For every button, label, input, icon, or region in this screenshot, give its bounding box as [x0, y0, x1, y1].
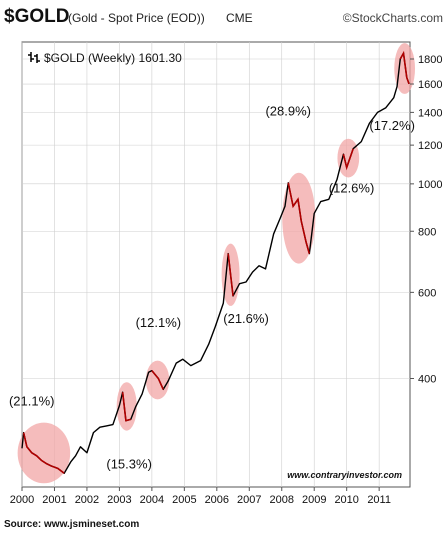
chart-symbol: $GOLD — [4, 6, 69, 27]
y-tick-label: 600 — [418, 287, 436, 299]
correction-highlight — [145, 360, 170, 400]
x-tick-label: 2006 — [205, 494, 229, 506]
correction-label: (12.1%) — [136, 315, 182, 330]
correction-label: (28.9%) — [265, 103, 311, 118]
y-tick-label: 1000 — [418, 179, 442, 191]
x-tick-label: 2001 — [42, 494, 66, 506]
legend-text: $GOLD (Weekly) 1601.30 — [44, 51, 182, 65]
source-note: Source: www.jsmineset.com — [4, 519, 139, 530]
y-tick-label: 1200 — [418, 140, 442, 152]
correction-segment — [151, 370, 164, 390]
correction-labels: (21.1%) (15.3%) (12.1%) (21.6%) (28.9%) (12.6… — [9, 103, 415, 471]
correction-highlight — [337, 138, 360, 178]
y-tick-label: 400 — [418, 373, 436, 385]
x-tick-label: 2003 — [107, 494, 131, 506]
x-tick-label: 2007 — [237, 494, 261, 506]
correction-label: (17.2%) — [369, 118, 415, 133]
grid — [21, 42, 410, 487]
y-tick-label: 800 — [418, 226, 436, 238]
x-axis-ticks: 2000 2001 2002 2003 2004 2005 2006 2007 2008 2009… — [10, 487, 391, 506]
y-axis-ticks: 400 600 800 1000 1200 1400 1600 1800 — [410, 54, 442, 385]
x-tick-label: 2011 — [367, 494, 391, 506]
correction-highlight — [394, 43, 416, 94]
correction-segment — [22, 432, 65, 474]
correction-segment — [342, 148, 354, 171]
x-tick-label: 2004 — [140, 494, 164, 506]
x-tick-label: 2005 — [172, 494, 196, 506]
y-tick-label: 1800 — [418, 54, 442, 66]
plot-area — [21, 41, 411, 488]
correction-label: (21.6%) — [223, 311, 269, 326]
correction-highlight — [17, 422, 71, 484]
correction-label: (21.1%) — [9, 394, 55, 409]
correction-segment — [227, 253, 234, 297]
y-tick-label: 1600 — [418, 79, 442, 91]
chart-exchange: CME — [226, 11, 253, 25]
weekly-bar-icon — [28, 52, 40, 63]
x-tick-label: 2008 — [270, 494, 294, 506]
correction-segments — [22, 50, 410, 474]
y-tick-label: 1400 — [418, 107, 442, 119]
stockcharts-logo: ©StockCharts.com — [343, 11, 443, 25]
x-tick-label: 2000 — [10, 494, 34, 506]
correction-segment — [287, 182, 311, 254]
correction-label: (15.3%) — [106, 456, 152, 471]
correction-segment — [121, 392, 131, 422]
watermark: www.contraryinvestor.com — [287, 470, 402, 480]
x-tick-label: 2010 — [334, 494, 358, 506]
legend: $GOLD (Weekly) 1601.30 — [28, 51, 182, 65]
chart-description: (Gold - Spot Price (EOD)) — [68, 11, 205, 25]
x-tick-label: 2002 — [75, 494, 99, 506]
correction-label: (12.6%) — [329, 181, 375, 196]
x-tick-label: 2009 — [302, 494, 326, 506]
correction-segment — [399, 50, 410, 85]
